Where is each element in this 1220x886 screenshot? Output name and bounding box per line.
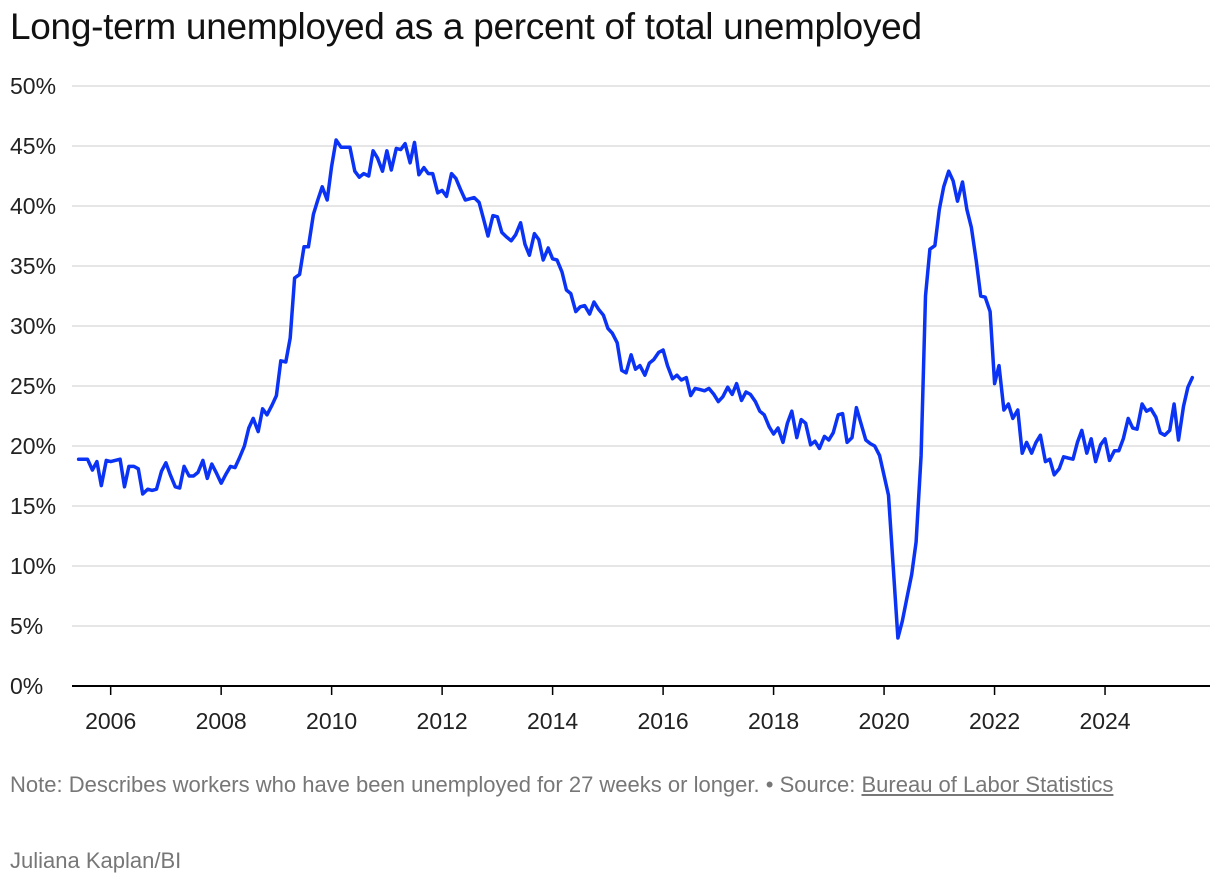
x-tick-label: 2020 bbox=[858, 708, 909, 734]
note-text: Note: Describes workers who have been un… bbox=[10, 772, 760, 797]
chart-note: Note: Describes workers who have been un… bbox=[10, 772, 1130, 798]
x-tick-label: 2024 bbox=[1079, 708, 1130, 734]
series-line bbox=[76, 138, 1195, 640]
x-axis-ticks bbox=[109, 686, 1106, 695]
y-tick-label: 40% bbox=[10, 193, 56, 219]
y-tick-label: 50% bbox=[10, 73, 56, 99]
y-tick-label: 5% bbox=[10, 613, 43, 639]
source-link[interactable]: Bureau of Labor Statistics bbox=[861, 772, 1114, 797]
y-tick-label: 25% bbox=[10, 373, 56, 399]
y-tick-label: 15% bbox=[10, 493, 56, 519]
y-tick-label: 10% bbox=[10, 553, 56, 579]
chart-title: Long-term unemployed as a percent of tot… bbox=[10, 6, 922, 47]
y-tick-label: 20% bbox=[10, 433, 56, 459]
y-tick-label: 35% bbox=[10, 253, 56, 279]
x-tick-label: 2008 bbox=[196, 708, 247, 734]
x-axis-tick-labels: 2006 2008 2010 2012 2014 2016 2018 2020 2022 2024 bbox=[85, 708, 1131, 734]
x-tick-label: 2016 bbox=[638, 708, 689, 734]
y-tick-label: 45% bbox=[10, 133, 56, 159]
x-tick-label: 2014 bbox=[527, 708, 578, 734]
x-tick-label: 2012 bbox=[417, 708, 468, 734]
gridlines bbox=[72, 85, 1210, 627]
x-tick-label: 2022 bbox=[969, 708, 1020, 734]
note-separator: • bbox=[759, 772, 780, 797]
x-tick-label: 2010 bbox=[306, 708, 357, 734]
source-prefix: Source: bbox=[779, 772, 862, 797]
y-axis-tick-labels: 0% 5% 10% 15% 20% 25% 30% 35% 40% 45% 50% bbox=[10, 73, 56, 699]
y-tick-label: 0% bbox=[10, 673, 43, 699]
y-tick-label: 30% bbox=[10, 313, 56, 339]
chart-credit: Juliana Kaplan/BI bbox=[10, 848, 182, 873]
x-tick-label: 2018 bbox=[748, 708, 799, 734]
x-tick-label: 2006 bbox=[85, 708, 136, 734]
